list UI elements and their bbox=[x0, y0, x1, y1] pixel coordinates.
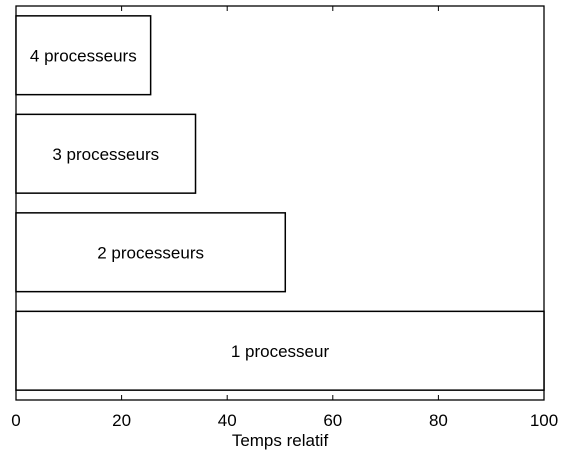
bar-labels-group: 1 processeur 2 processeurs 3 processeurs 4 … bbox=[30, 46, 330, 361]
bar-label-1: 1 processeur bbox=[231, 342, 330, 361]
bar-2 bbox=[15, 212, 287, 293]
x-tick-label-20: 20 bbox=[112, 411, 131, 430]
x-tick-label-40: 40 bbox=[218, 411, 237, 430]
bar-1 bbox=[15, 310, 545, 391]
x-axis-title: Temps relatif bbox=[232, 431, 329, 450]
x-ticks-group bbox=[15, 6, 545, 400]
x-tick-label-60: 60 bbox=[323, 411, 342, 430]
x-tick-label-80: 80 bbox=[429, 411, 448, 430]
x-tick-labels-group: 0 20 40 60 80 100 bbox=[11, 411, 558, 430]
bar-label-2: 2 processeurs bbox=[97, 243, 204, 262]
bar-3 bbox=[15, 113, 197, 194]
bar-label-4: 4 processeurs bbox=[30, 46, 137, 65]
x-tick-label-0: 0 bbox=[11, 411, 20, 430]
bars-group bbox=[15, 15, 545, 391]
bar-4 bbox=[15, 15, 152, 96]
x-tick-label-100: 100 bbox=[530, 411, 558, 430]
plot-area-frame bbox=[15, 5, 545, 401]
bar-label-3: 3 processeurs bbox=[52, 145, 159, 164]
